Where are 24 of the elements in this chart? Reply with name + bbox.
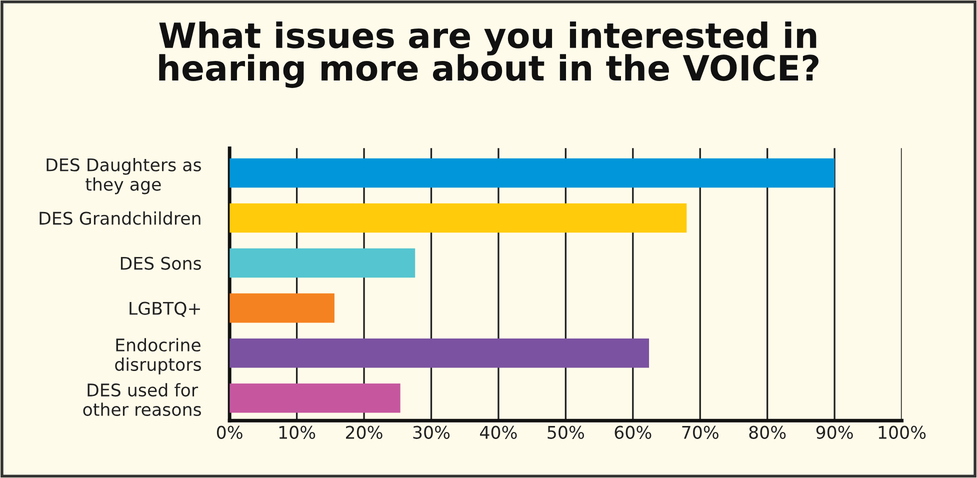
x-tick-label: 50% (548, 426, 584, 439)
x-tick-label: 80% (749, 426, 786, 439)
x-tick-label: 40% (480, 426, 517, 439)
bar (230, 293, 334, 323)
y-tick-label: DES used for other reasons (83, 383, 201, 416)
y-tick-label: Endocrine disruptors (115, 338, 201, 374)
x-tick-label: 60% (614, 426, 652, 439)
y-tick-label: DES Grandchildren (40, 211, 200, 225)
x-tick-label: 0% (216, 426, 242, 439)
x-tick-label: 20% (346, 426, 382, 439)
bar (230, 338, 650, 368)
bar (230, 248, 416, 278)
x-tick-label: 10% (279, 426, 316, 439)
x-tick-label: 90% (816, 426, 853, 439)
y-tick-label: DES Daughters as they age (46, 158, 201, 194)
bar (230, 203, 687, 233)
x-tick-label: 100% (878, 426, 926, 439)
x-tick-label: 30% (413, 426, 450, 439)
y-tick-label: LGBTQ+ (130, 302, 200, 317)
chart-title: What issues are you interested in hearing more about in the VOICE? (159, 22, 818, 88)
bar (230, 383, 400, 413)
bar (230, 158, 835, 188)
y-tick-label: DES Sons (120, 256, 201, 270)
x-tick-label: 70% (682, 426, 718, 439)
